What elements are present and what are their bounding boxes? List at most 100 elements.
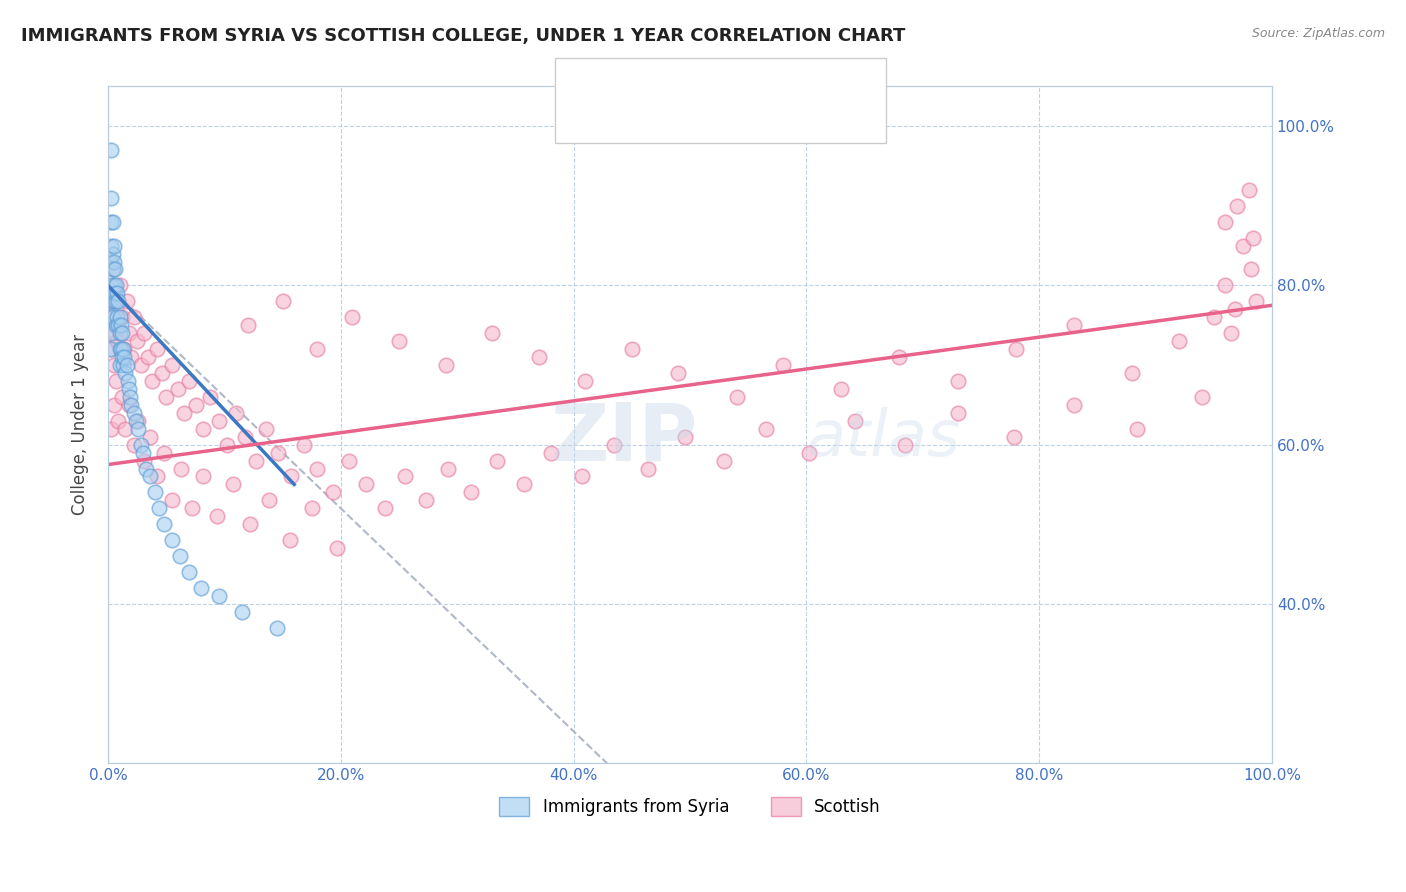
Point [713,453,735,467]
Point [103,358,125,372]
Point [105,310,128,325]
Point [231,605,253,619]
Point [1223,302,1246,317]
Point [388,334,411,348]
Point [271,294,294,309]
Point [112,342,135,356]
Point [105,278,128,293]
Text: IMMIGRANTS FROM SYRIA VS SCOTTISH COLLEGE, UNDER 1 YEAR CORRELATION CHART: IMMIGRANTS FROM SYRIA VS SCOTTISH COLLEG… [21,27,905,45]
Point [245,453,267,467]
Point [105,286,128,301]
Point [132,445,155,459]
Text: ZIP: ZIP [550,400,697,477]
Point [101,215,124,229]
Text: R =  0.217   N = 116: R = 0.217 N = 116 [613,110,786,128]
Point [100,191,122,205]
Point [146,342,169,356]
Point [111,326,134,341]
Point [1226,199,1249,213]
Point [326,541,349,556]
Point [117,374,139,388]
Point [103,238,125,252]
FancyBboxPatch shape [569,69,602,96]
Text: R = -0.199   N =  62: R = -0.199 N = 62 [613,73,780,92]
Point [160,358,183,372]
Point [110,342,132,356]
Point [107,414,129,428]
Point [755,422,778,436]
Point [322,485,344,500]
Point [105,294,128,309]
Point [225,406,247,420]
Point [111,390,134,404]
Point [257,493,280,508]
FancyBboxPatch shape [569,105,602,133]
Point [193,422,215,436]
Point [1232,238,1254,252]
Point [129,437,152,451]
Point [292,437,315,451]
Point [100,254,122,268]
Point [179,565,201,579]
Point [146,469,169,483]
Point [221,477,243,491]
Point [105,302,128,317]
Point [115,358,138,372]
Point [104,262,127,277]
Point [1215,278,1237,293]
Point [160,533,183,548]
Point [100,238,122,252]
Point [100,215,122,229]
Point [207,509,229,524]
Point [894,437,917,451]
Point [100,294,122,309]
Point [437,461,460,475]
Point [233,430,256,444]
Point [103,398,125,412]
Point [103,254,125,268]
Point [129,358,152,372]
Point [108,358,131,372]
Point [844,414,866,428]
Point [830,382,852,396]
Point [148,501,170,516]
Point [239,517,262,532]
Point [571,469,593,483]
Point [266,621,288,635]
Point [1121,366,1143,380]
Point [481,326,503,341]
Point [946,374,969,388]
Point [342,310,364,325]
Point [356,477,378,491]
Text: atlas: atlas [806,408,960,469]
Point [108,310,131,325]
Point [105,318,128,333]
Point [101,262,124,277]
Y-axis label: College, Under 1 year: College, Under 1 year [72,334,89,516]
Point [772,358,794,372]
Point [603,437,626,451]
Point [666,366,689,380]
Point [153,445,176,459]
Point [101,318,124,333]
Point [120,350,142,364]
Point [207,589,229,603]
Point [574,374,596,388]
Point [101,286,124,301]
Point [307,461,329,475]
Point [136,350,159,364]
Point [170,461,193,475]
Point [173,406,195,420]
Point [135,461,157,475]
Point [301,501,323,516]
Point [103,278,125,293]
Point [105,334,128,348]
Point [101,262,124,277]
Point [725,390,748,404]
Point [100,310,122,325]
Point [434,358,457,372]
Point [104,286,127,301]
Point [797,445,820,459]
Point [485,453,508,467]
Point [104,326,127,341]
